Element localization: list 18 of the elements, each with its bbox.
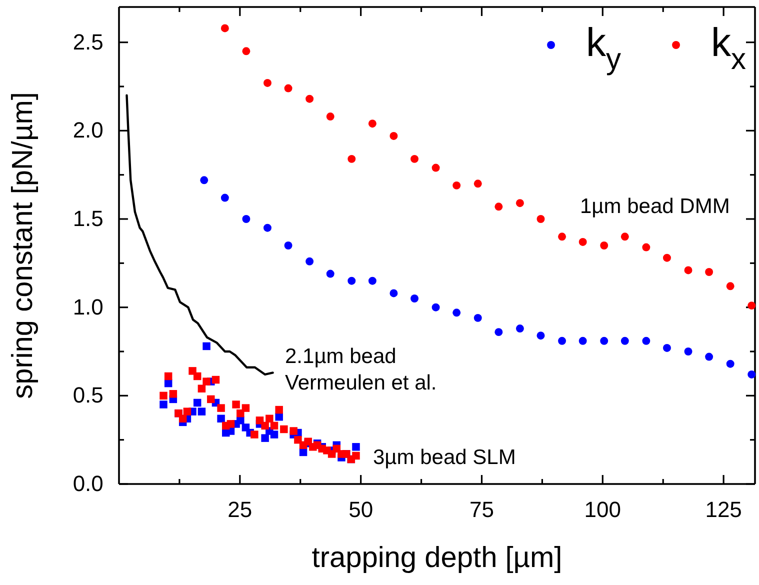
y-tick-label: 2.0 — [72, 118, 104, 143]
y-tick-label: 1.5 — [72, 206, 104, 232]
annotation: 2.1µm bead Vermeulen et al. — [285, 344, 437, 394]
x-tick-label: 125 — [705, 497, 742, 522]
annotation: 1µm bead DMM — [580, 194, 730, 218]
x-tick-label: 75 — [469, 497, 494, 522]
x-tick-label: 100 — [584, 497, 622, 522]
y-tick-label: 0.5 — [72, 382, 104, 408]
legend-label: k$_{y}$ — [586, 20, 622, 76]
legend-label: k$_{x}$ — [711, 20, 746, 76]
y-axis-title: spring constant [pN/µm] — [7, 92, 39, 399]
y-tick-label: 0.0 — [72, 471, 104, 496]
x-axis-title: trapping depth [µm] — [312, 542, 562, 574]
x-tick-label: 50 — [348, 497, 374, 522]
y-tick-label: 2.5 — [72, 29, 104, 54]
y-tick-label: 1.0 — [72, 294, 104, 320]
annotation: 3µm bead SLM — [373, 446, 516, 469]
x-tick-label: 25 — [228, 497, 252, 522]
